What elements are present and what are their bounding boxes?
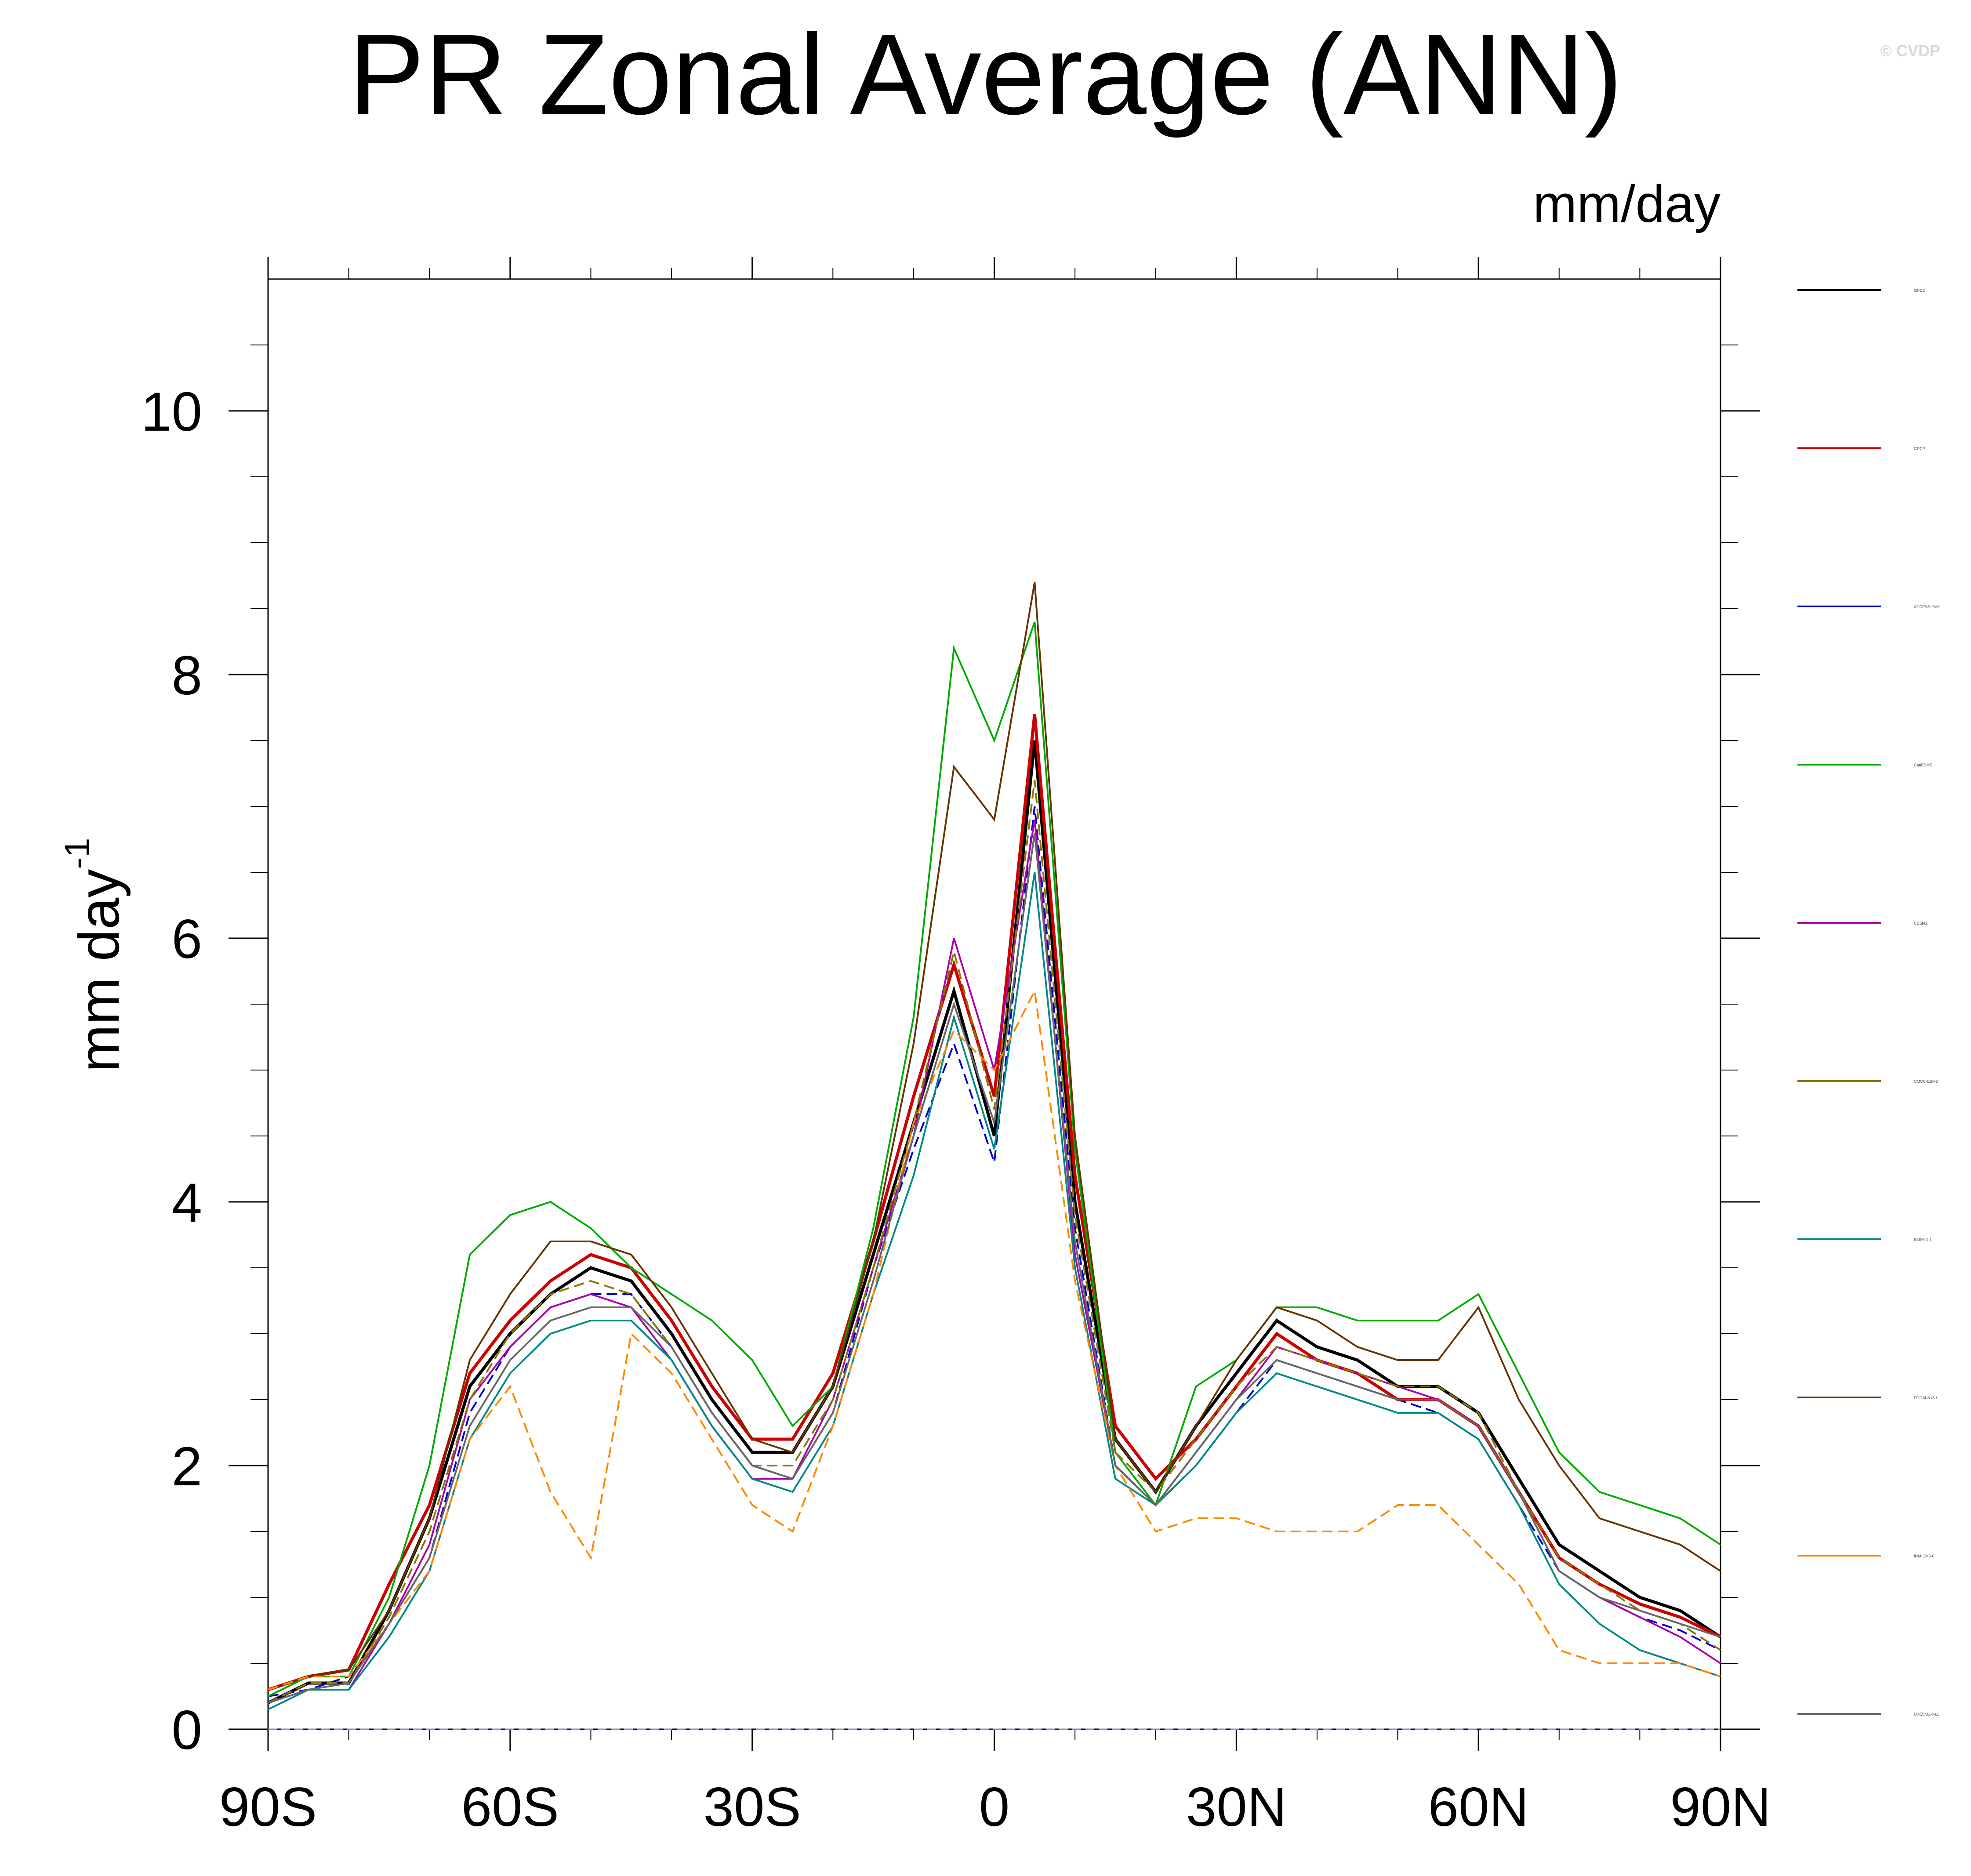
series-line-cmcc-esm2 <box>268 780 1721 1704</box>
series-line-fgoals-f3-l <box>268 582 1721 1691</box>
series-line-gpcc <box>267 740 1721 1705</box>
x-tick-label: 0 <box>979 1777 1010 1838</box>
axis-tick-labels: 90S 60S 30S 0 30N 60N 90N 0 2 4 6 8 10 <box>141 381 1771 1838</box>
series-line-ukesm1-0-ll <box>268 832 1721 1704</box>
x-tick-label: 30N <box>1186 1777 1287 1838</box>
legend: GPCC GPCP ACCESS-CM2 CanESM5 CESM2 CMCC-ESM2 E… <box>1797 288 1940 1716</box>
chart-title: PR Zonal Average (ANN) <box>348 11 1623 138</box>
watermark: © CVDP <box>1880 42 1940 60</box>
legend-label: CanESM5 <box>1914 763 1932 767</box>
y-tick-label: 10 <box>141 381 202 443</box>
legend-label: E3SM-1-1 <box>1914 1237 1932 1242</box>
y-tick-label: 4 <box>171 1172 202 1234</box>
series-line-gpcp <box>267 714 1721 1691</box>
x-tick-label: 30S <box>703 1777 801 1838</box>
axis-ticks <box>229 257 1760 1751</box>
x-tick-label: 60N <box>1428 1777 1529 1838</box>
legend-label: INM-CM5-0 <box>1914 1554 1935 1558</box>
legend-label: CMCC-ESM2 <box>1914 1079 1938 1084</box>
legend-label: GPCP <box>1914 446 1925 451</box>
plot-border <box>267 278 1721 1730</box>
x-tick-label: 60S <box>461 1777 559 1838</box>
x-tick-label: 90N <box>1670 1777 1771 1838</box>
legend-label: UKESM1-0-LL <box>1914 1712 1939 1716</box>
series-line-inm-cm5-0 <box>268 988 1721 1691</box>
legend-label: CESM2 <box>1914 921 1927 925</box>
x-tick-label: 90S <box>219 1777 317 1838</box>
units-label: mm/day <box>1533 174 1721 233</box>
y-tick-label: 8 <box>171 645 202 706</box>
series-line-cesm2 <box>268 819 1721 1704</box>
series-lines <box>267 582 1721 1710</box>
plot-frame <box>267 278 1721 1730</box>
legend-label: FGOALS-f3-L <box>1914 1396 1938 1400</box>
y-tick-label: 2 <box>171 1436 202 1497</box>
series-line-access-cm2 <box>268 806 1721 1697</box>
y-tick-label: 6 <box>171 909 202 970</box>
series-line-canesm5 <box>268 621 1721 1697</box>
legend-label: GPCC <box>1914 288 1926 293</box>
y-tick-label: 0 <box>171 1700 202 1761</box>
legend-label: ACCESS-CM2 <box>1914 605 1940 609</box>
series-line-e3sm-1-1 <box>268 872 1721 1710</box>
